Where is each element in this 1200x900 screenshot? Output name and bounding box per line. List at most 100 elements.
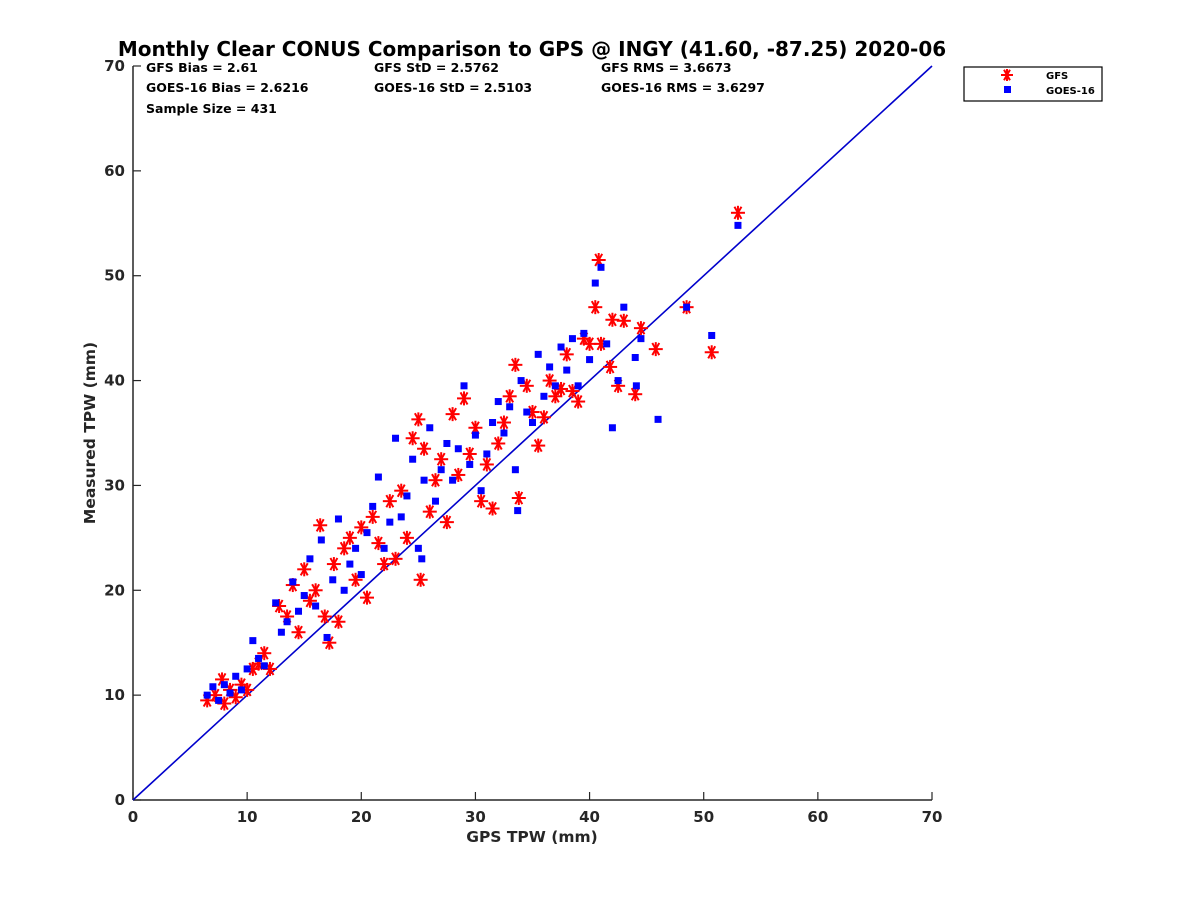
gfs-point	[536, 410, 551, 425]
gfs-point	[565, 384, 580, 399]
goes16-point	[437, 466, 445, 474]
stat-annotation: GFS StD = 2.5762	[374, 60, 499, 75]
y-axis-label: Measured TPW (mm)	[81, 342, 99, 524]
gfs-point	[605, 312, 620, 327]
goes16-point	[466, 460, 474, 468]
gfs-point	[457, 391, 472, 406]
legend-goes16-label: GOES-16	[1046, 86, 1095, 97]
gfs-point	[411, 412, 426, 427]
gfs-point	[308, 583, 323, 598]
x-tick-label: 20	[351, 808, 372, 826]
legend-box	[963, 66, 1103, 102]
goes16-point	[614, 377, 622, 385]
x-tick-label: 0	[128, 808, 138, 826]
y-tick-label: 0	[115, 791, 125, 809]
goes16-point	[420, 476, 428, 484]
gfs-point	[428, 473, 443, 488]
goes16-point	[546, 363, 554, 371]
goes16-point	[506, 403, 514, 411]
legend-goes16-marker	[1004, 86, 1011, 93]
goes16-point	[203, 691, 211, 699]
x-tick-label: 50	[693, 808, 714, 826]
goes16-point	[334, 515, 342, 523]
series-goes16-points	[203, 221, 742, 704]
goes16-point	[392, 434, 400, 442]
goes16-point	[374, 473, 382, 481]
gfs-point	[502, 389, 517, 404]
gfs-point	[297, 562, 312, 577]
stat-annotation: GOES-16 StD = 2.5103	[374, 80, 532, 95]
gfs-point	[291, 625, 306, 640]
goes16-point	[300, 592, 308, 600]
y-tick-label: 60	[104, 162, 125, 180]
goes16-point	[426, 424, 434, 432]
reference-line-group	[132, 65, 933, 801]
y-tick-label: 70	[104, 57, 125, 75]
goes16-point	[323, 633, 331, 641]
goes16-point	[591, 279, 599, 287]
goes16-point	[386, 518, 394, 526]
gfs-point	[399, 530, 414, 545]
gfs-point	[326, 557, 341, 572]
x-tick-label: 60	[807, 808, 828, 826]
goes16-point	[431, 497, 439, 505]
gfs-point	[377, 557, 392, 572]
goes16-point	[563, 366, 571, 374]
goes16-point	[620, 303, 628, 311]
gfs-point	[548, 389, 563, 404]
gfs-point	[348, 572, 363, 587]
gfs-point	[491, 436, 506, 451]
goes16-point	[534, 350, 542, 358]
goes16-point	[654, 415, 662, 423]
gfs-point	[331, 614, 346, 629]
goes16-point	[243, 665, 251, 673]
stat-annotation: Sample Size = 431	[146, 101, 277, 116]
y-tick-label: 20	[104, 581, 125, 599]
goes16-point	[215, 696, 223, 704]
gfs-point	[445, 407, 460, 422]
axis-ticks: 0 10 20 30 40 50 60 70 0 10 20 30 40 50 60 70	[104, 57, 942, 826]
gfs-point	[359, 590, 374, 605]
x-tick-label: 10	[237, 808, 258, 826]
gfs-point	[531, 438, 546, 453]
goes16-point	[683, 303, 691, 311]
goes16-point	[418, 555, 426, 563]
legend-gfs-label: GFS	[1046, 71, 1068, 82]
gfs-point	[571, 394, 586, 409]
y-tick-label: 50	[104, 267, 125, 285]
goes16-point	[517, 377, 525, 385]
goes16-point	[283, 618, 291, 626]
goes16-point	[409, 455, 417, 463]
goes16-point	[529, 419, 536, 427]
goes16-point	[380, 544, 388, 552]
goes16-point	[357, 571, 365, 579]
gfs-point	[382, 494, 397, 509]
goes16-point	[443, 439, 451, 447]
goes16-point	[551, 382, 559, 390]
stat-annotation: GFS Bias = 2.61	[146, 60, 258, 75]
gfs-point	[413, 572, 428, 587]
goes16-point	[557, 343, 565, 351]
goes16-point	[632, 382, 640, 390]
goes16-point	[414, 544, 422, 552]
gfs-point	[525, 405, 540, 420]
goes16-point	[494, 398, 502, 406]
goes16-point	[255, 654, 263, 662]
plot-area	[132, 66, 932, 801]
goes16-point	[220, 681, 228, 689]
gfs-point	[588, 300, 603, 315]
goes16-point	[312, 602, 320, 610]
chart-title: Monthly Clear CONUS Comparison to GPS @ …	[118, 37, 946, 61]
legend-gfs-marker	[1001, 69, 1013, 81]
goes16-point	[232, 672, 240, 680]
gfs-point	[633, 321, 648, 336]
goes16-point	[369, 502, 377, 510]
goes16-point	[340, 586, 348, 594]
goes16-point	[249, 637, 257, 645]
goes16-point	[631, 354, 639, 362]
goes16-point	[708, 331, 716, 339]
gfs-point	[730, 205, 745, 220]
x-tick-label: 40	[579, 808, 600, 826]
x-tick-label: 70	[922, 808, 943, 826]
